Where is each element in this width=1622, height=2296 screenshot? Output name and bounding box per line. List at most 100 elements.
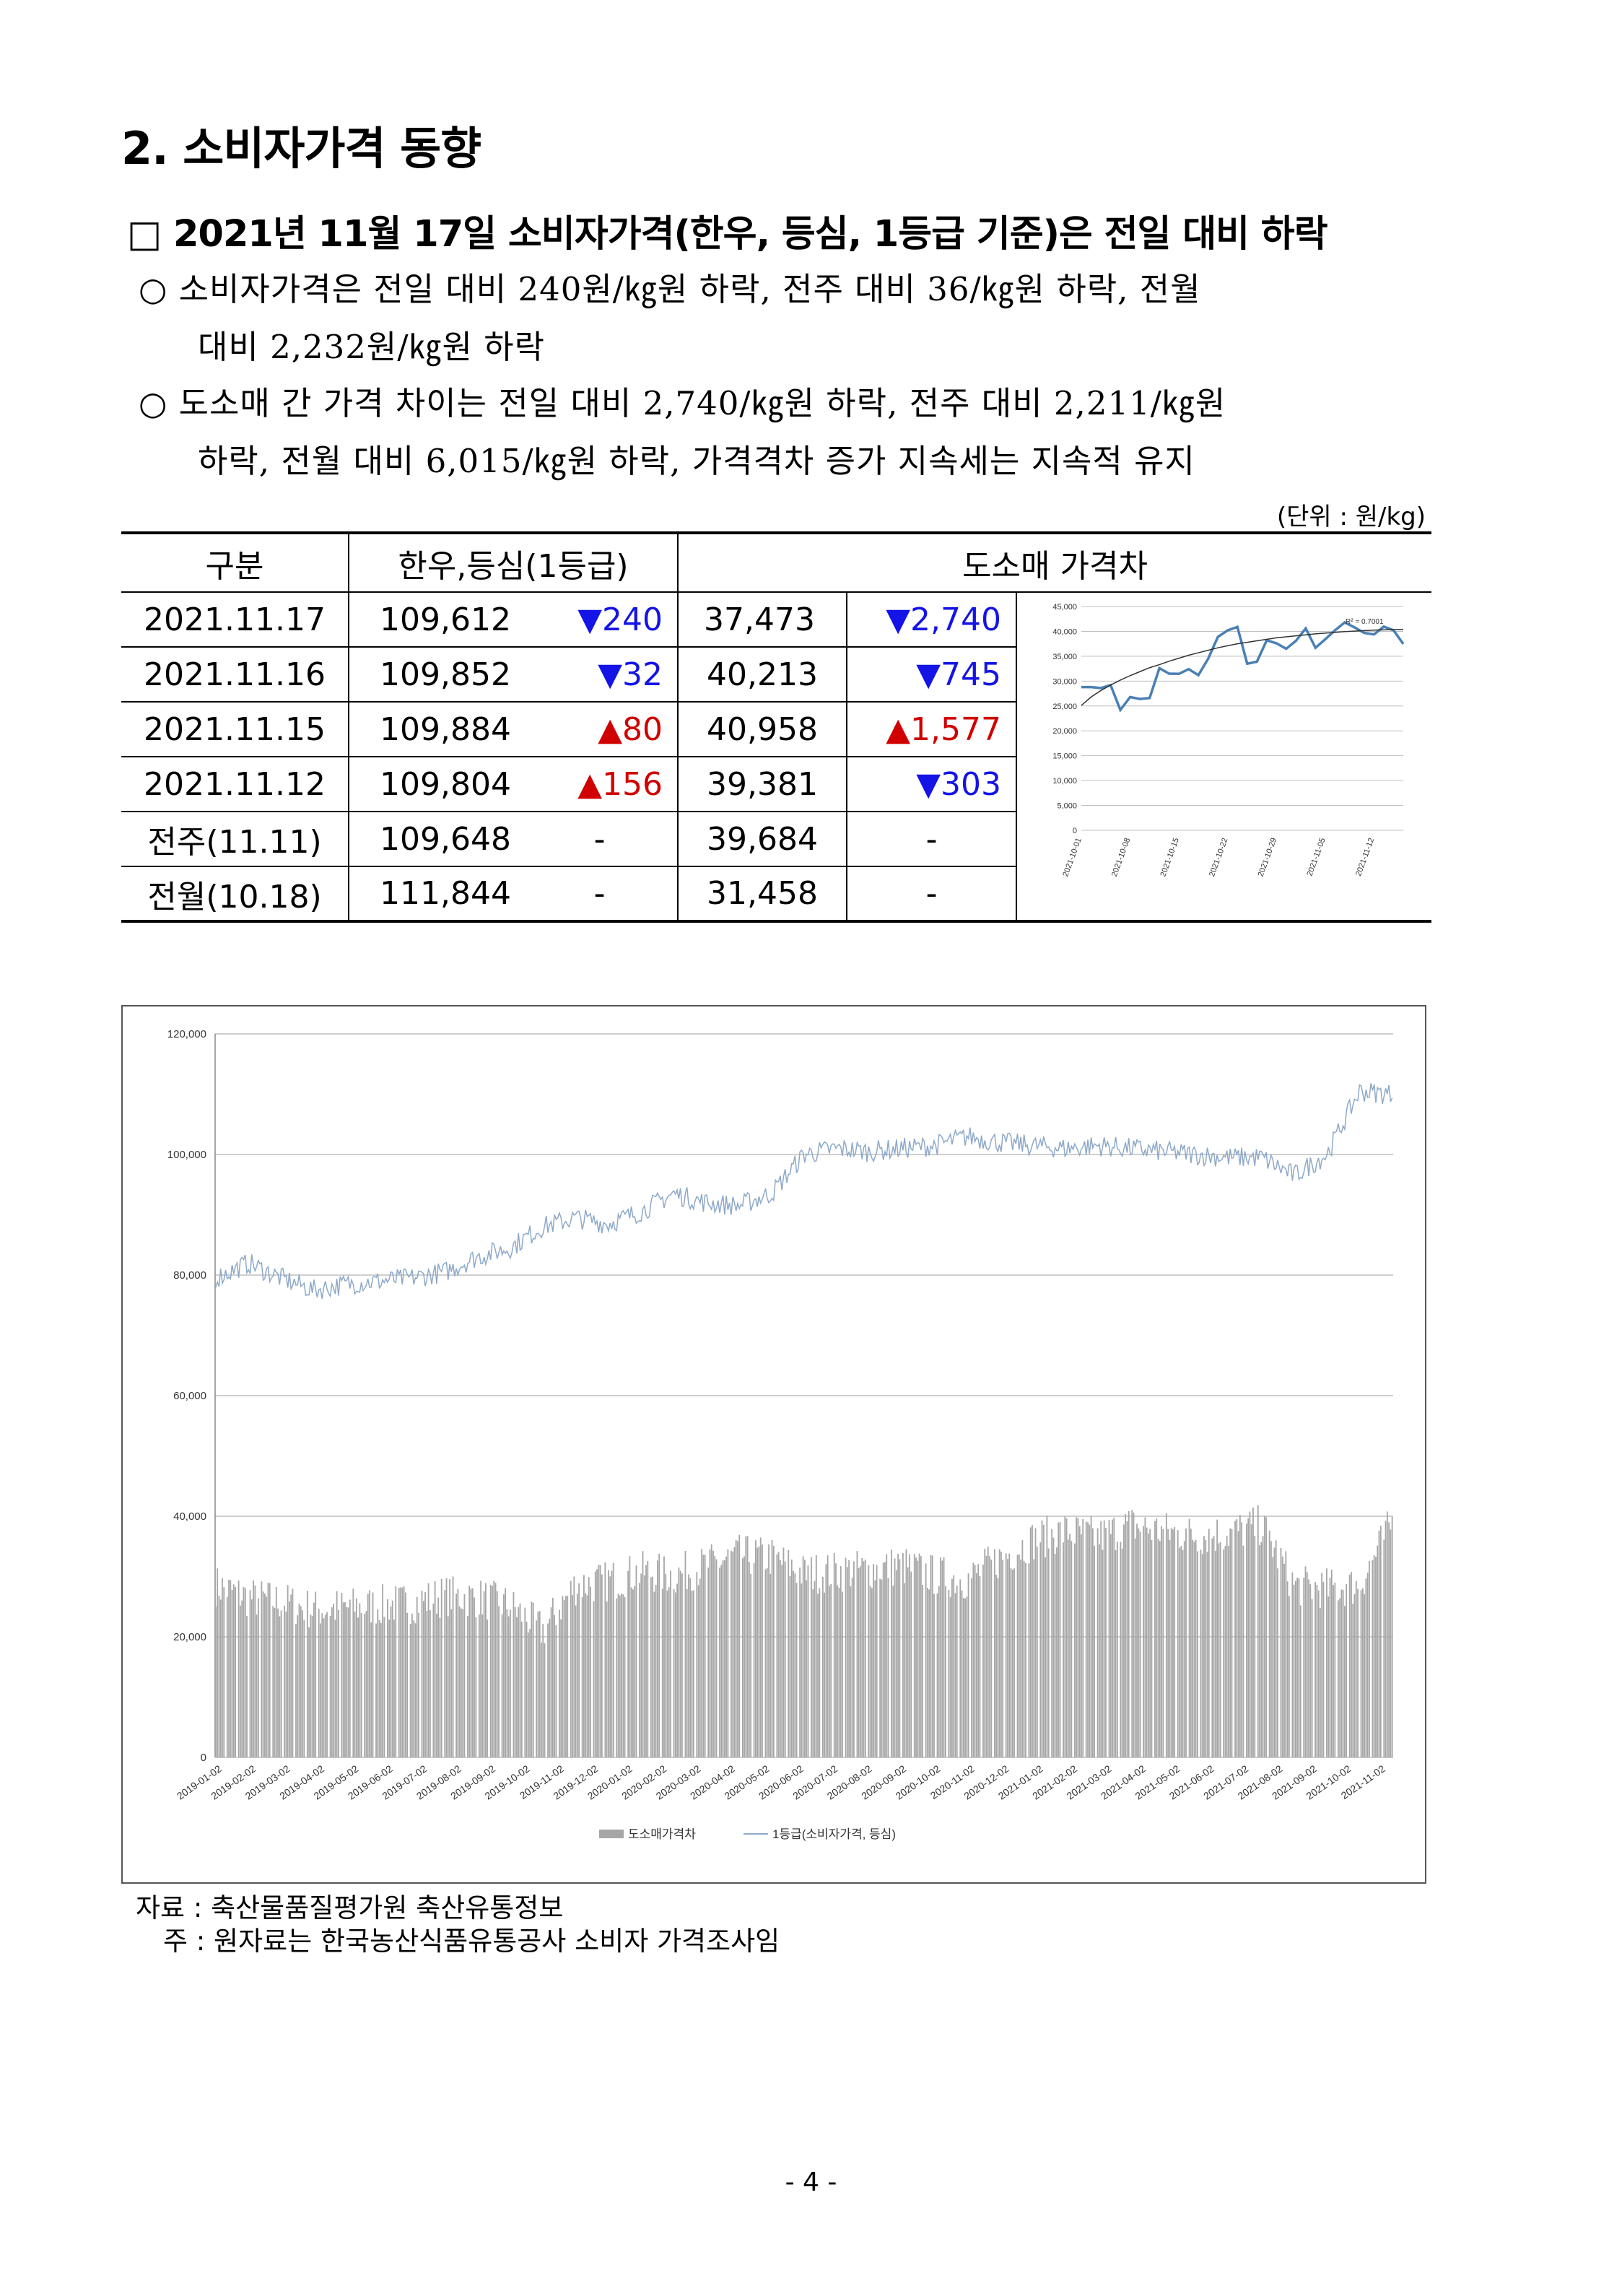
bar (308, 1627, 310, 1757)
bar (707, 1567, 710, 1757)
bar (218, 1596, 220, 1757)
bar (1188, 1518, 1190, 1757)
mini-line-chart: 45,000 40,000 35,000 30,000 25,000 20,000 15,0… (1052, 603, 1405, 878)
bar (806, 1580, 808, 1757)
bar (940, 1557, 941, 1757)
bar (979, 1576, 981, 1757)
bar (781, 1565, 783, 1757)
bar (1262, 1536, 1264, 1757)
bar (731, 1550, 732, 1757)
bar (732, 1552, 734, 1757)
bar (639, 1583, 640, 1757)
bar (1182, 1549, 1184, 1757)
bar (514, 1606, 516, 1757)
bar (1089, 1524, 1091, 1757)
bar (864, 1560, 866, 1757)
bar (1216, 1519, 1218, 1757)
legend-label: 도소매가격차 (628, 1827, 696, 1841)
bar (1045, 1557, 1047, 1757)
bar (1002, 1560, 1004, 1757)
bar (232, 1584, 235, 1757)
bar (310, 1614, 312, 1757)
bar (941, 1560, 943, 1757)
y-tick-label: 60,000 (173, 1390, 206, 1402)
bar (709, 1549, 711, 1757)
bar (995, 1575, 998, 1757)
table-row: 2021.11.17 109,612 ▼240 37,473 ▼2,740 (121, 592, 1431, 648)
section-title: 2. 소비자가격 동향 (121, 122, 481, 175)
bar (285, 1612, 287, 1757)
bar (1303, 1578, 1305, 1757)
bar (1224, 1546, 1226, 1757)
bar (814, 1580, 816, 1757)
bar (825, 1564, 827, 1757)
bar (997, 1578, 999, 1757)
bar (507, 1616, 510, 1757)
bar (1074, 1543, 1076, 1757)
bar (1008, 1553, 1011, 1757)
bar (531, 1601, 533, 1757)
bar (722, 1560, 724, 1757)
bar (745, 1536, 747, 1757)
bar (302, 1610, 303, 1757)
bar (365, 1611, 367, 1757)
table-row: 2021.11.16 109,852 ▼32 40,213 ▼745 (121, 647, 1431, 703)
bar (622, 1594, 624, 1757)
bar (933, 1593, 935, 1757)
bar (812, 1589, 814, 1757)
trend-line (1081, 628, 1404, 706)
bar (501, 1614, 503, 1757)
bar (938, 1586, 940, 1757)
bar (1016, 1554, 1019, 1757)
bar (850, 1586, 852, 1757)
bar (1000, 1552, 1002, 1757)
bar (1383, 1539, 1385, 1757)
bar (1360, 1590, 1362, 1757)
bar (551, 1597, 554, 1757)
y-tick-label: 25,000 (1052, 703, 1077, 711)
bar (629, 1556, 631, 1757)
bar (609, 1576, 611, 1757)
bar (593, 1601, 595, 1757)
bar (1025, 1562, 1026, 1757)
bar (930, 1555, 932, 1757)
bar (434, 1581, 436, 1757)
bar (1200, 1549, 1202, 1757)
y-tick-label: 100,000 (167, 1149, 206, 1161)
bar (364, 1613, 366, 1757)
bar (1028, 1563, 1030, 1757)
bar (529, 1629, 531, 1757)
note-text: 주 : 원자료는 한국농산식품유통공사 소비자 가격조사임 (163, 1926, 780, 1957)
bar (478, 1614, 480, 1757)
bar (658, 1553, 660, 1757)
bar (1065, 1518, 1068, 1757)
bar (1372, 1560, 1374, 1757)
bar (1151, 1539, 1153, 1757)
bar (833, 1552, 835, 1757)
bar (599, 1565, 601, 1757)
bar (1087, 1522, 1089, 1757)
bar (793, 1570, 794, 1757)
bar (758, 1546, 760, 1757)
bar (737, 1541, 738, 1757)
bar (1286, 1581, 1289, 1757)
bar (1105, 1527, 1107, 1757)
bar (1058, 1522, 1060, 1757)
bar (714, 1556, 716, 1757)
bar (230, 1580, 232, 1757)
bar (815, 1554, 817, 1757)
bar (421, 1591, 423, 1757)
bar (576, 1593, 578, 1757)
bar (1296, 1578, 1299, 1757)
bar (830, 1584, 832, 1757)
bar (764, 1569, 767, 1757)
bar (1272, 1557, 1274, 1757)
bar (720, 1565, 723, 1757)
bar (226, 1596, 228, 1757)
y-tick-label: 5,000 (1057, 802, 1077, 811)
bar (1309, 1584, 1312, 1757)
bar (480, 1580, 482, 1757)
bar (1321, 1573, 1323, 1757)
bar (1082, 1518, 1084, 1757)
bar (256, 1614, 258, 1757)
